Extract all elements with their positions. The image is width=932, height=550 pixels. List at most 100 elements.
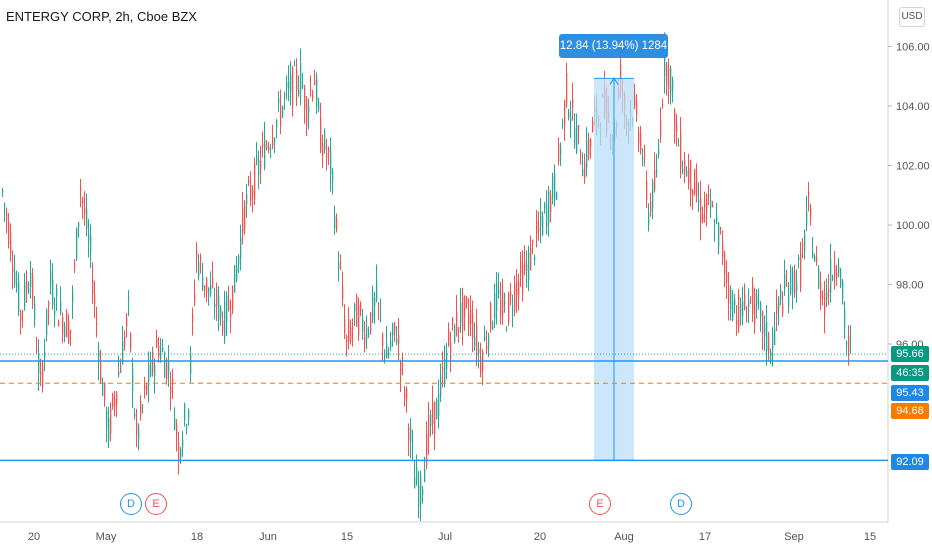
candle-body — [646, 181, 648, 200]
candle-body — [584, 162, 586, 180]
candle-body — [78, 222, 80, 228]
currency-button[interactable]: USD — [899, 7, 925, 27]
candle-body — [436, 399, 438, 420]
candle-body — [282, 106, 284, 116]
candle-body — [218, 296, 220, 321]
dividend-marker[interactable]: D — [670, 493, 692, 515]
candle-body — [562, 120, 564, 123]
candle-body — [722, 241, 724, 258]
candle-body — [250, 185, 252, 201]
candle-body — [708, 194, 710, 196]
candle-body — [560, 147, 562, 155]
candle-body — [826, 291, 828, 300]
candle-body — [488, 335, 490, 348]
candle-body — [64, 325, 66, 338]
candle-body — [100, 361, 102, 382]
candle-body — [358, 305, 360, 336]
candle-body — [732, 300, 734, 321]
candle-body — [666, 64, 668, 85]
candle-body — [468, 313, 470, 324]
candle-body — [60, 301, 62, 313]
candle-body — [696, 177, 698, 197]
candle-body — [414, 477, 416, 489]
candle-body — [448, 328, 450, 346]
candle-body — [570, 117, 572, 121]
candle-body — [62, 317, 64, 335]
candle-body — [48, 302, 50, 308]
candle-body — [28, 289, 30, 293]
candle-body — [298, 89, 300, 95]
candle-body — [90, 235, 92, 254]
candle-body — [842, 281, 844, 300]
candle-body — [528, 251, 530, 280]
candle-body — [296, 70, 298, 90]
candle-body — [270, 148, 272, 150]
candle-body — [778, 298, 780, 310]
candle-body — [440, 376, 442, 398]
candle-body — [544, 203, 546, 209]
candle-body — [168, 362, 170, 372]
candle-body — [510, 291, 512, 297]
candle-body — [38, 354, 40, 374]
candle-body — [220, 306, 222, 318]
price-tag-support: 92.09 — [891, 454, 929, 470]
candle-body — [372, 293, 374, 321]
candle-body — [76, 228, 78, 260]
candle-body — [276, 120, 278, 128]
candle-body — [238, 255, 240, 265]
candle-body — [658, 149, 660, 156]
earnings-marker[interactable]: E — [145, 493, 167, 515]
candle-body — [246, 194, 248, 204]
candle-body — [486, 345, 488, 349]
candle-body — [156, 339, 158, 348]
candle-body — [410, 428, 412, 442]
candle-body — [730, 288, 732, 310]
candle-body — [216, 289, 218, 307]
candle-body — [344, 319, 346, 334]
candle-body — [312, 91, 314, 99]
candle-body — [98, 350, 100, 363]
candle-body — [206, 277, 208, 294]
candle-body — [198, 261, 200, 277]
candle-body — [822, 296, 824, 298]
candle-body — [228, 300, 230, 310]
measure-box[interactable] — [594, 77, 634, 461]
candle-body — [212, 278, 214, 285]
candle-body — [128, 296, 130, 300]
earnings-marker[interactable]: E — [589, 493, 611, 515]
candle-body — [850, 339, 852, 341]
candle-body — [750, 296, 752, 298]
candle-body — [458, 327, 460, 331]
candle-body — [800, 253, 802, 288]
candle-body — [438, 393, 440, 417]
candle-body — [170, 386, 172, 393]
candle-body — [388, 351, 390, 357]
candle-body — [116, 392, 118, 404]
candle-body — [542, 216, 544, 235]
candle-body — [184, 404, 186, 421]
candle-body — [302, 84, 304, 88]
candle-body — [792, 270, 794, 294]
candle-body — [832, 276, 834, 280]
candle-body — [260, 160, 262, 171]
candle-body — [796, 283, 798, 292]
x-tick-label: May — [96, 531, 117, 543]
candle-body — [802, 244, 804, 247]
candle-body — [540, 211, 542, 226]
candle-body — [770, 352, 772, 363]
candle-body — [586, 139, 588, 169]
candle-body — [592, 121, 594, 133]
candle-body — [412, 444, 414, 446]
candle-body — [572, 99, 574, 109]
candle-body — [710, 200, 712, 209]
candle-body — [382, 334, 384, 346]
candle-body — [546, 205, 548, 227]
dividend-marker[interactable]: D — [120, 493, 142, 515]
price-tag-orange: 94.68 — [891, 403, 929, 419]
candle-body — [496, 282, 498, 311]
candle-body — [660, 119, 662, 137]
candle-body — [366, 327, 368, 340]
candle-body — [492, 326, 494, 330]
